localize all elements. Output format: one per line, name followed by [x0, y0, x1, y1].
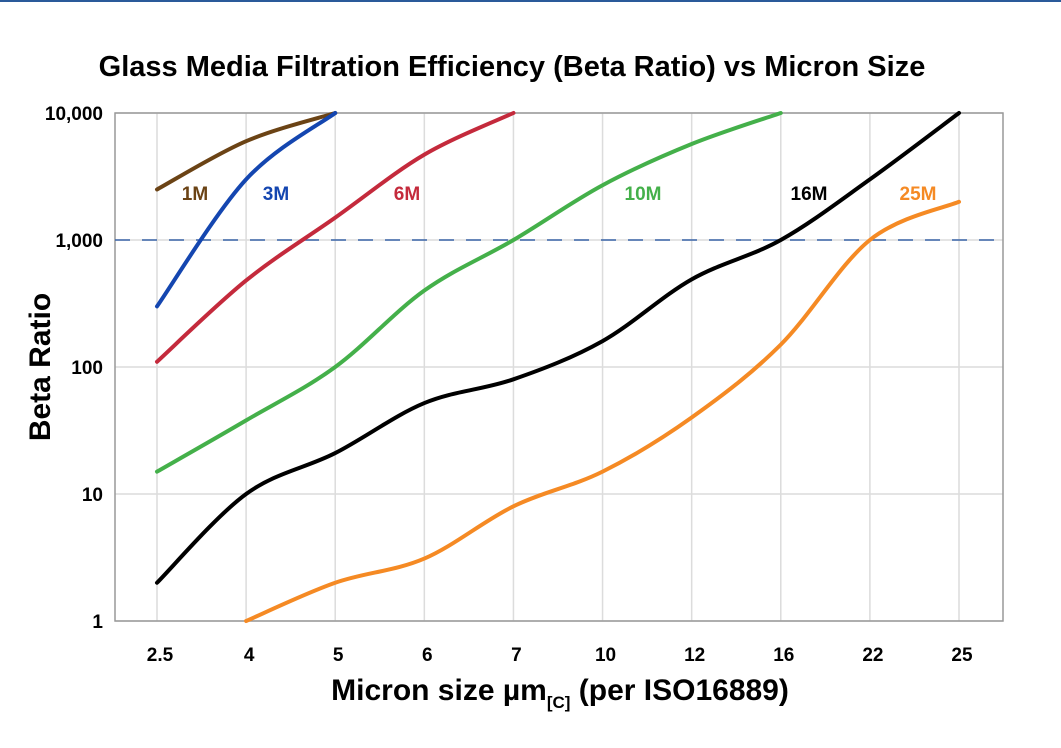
- series-label-10M: 10M: [625, 184, 662, 205]
- x-tick-label: 16: [773, 645, 794, 666]
- x-axis-label: Micron size µm[C] (per ISO16889): [331, 674, 789, 712]
- series-line-25M: [244, 199, 961, 623]
- series-label-16M: 16M: [791, 184, 828, 205]
- series-line-10M: [155, 111, 783, 474]
- x-tick-label: 2.5: [147, 645, 174, 666]
- x-tick-label: 4: [244, 645, 255, 666]
- x-tick-label: 22: [862, 645, 883, 666]
- x-axis-label-main: Micron size µm: [331, 674, 547, 707]
- x-tick-label: 6: [422, 645, 433, 666]
- series-line-1M: [155, 111, 338, 192]
- series-label-6M: 6M: [394, 184, 420, 205]
- y-axis-label: Beta Ratio: [24, 293, 57, 441]
- series-label-3M: 3M: [263, 184, 289, 205]
- x-tick-label: 12: [684, 645, 705, 666]
- chart-title: Glass Media Filtration Efficiency (Beta …: [99, 51, 926, 83]
- series-line-16M: [155, 111, 961, 585]
- x-axis-label-sub: [C]: [547, 693, 571, 712]
- top-border: [0, 0, 1061, 2]
- series-line-3M: [155, 111, 338, 309]
- plot-frame: [114, 112, 1004, 622]
- y-tick-label: 1,000: [55, 231, 103, 252]
- y-tick-label: 10,000: [45, 104, 103, 125]
- x-tick-label: 10: [595, 645, 616, 666]
- x-tick-label: 25: [951, 645, 973, 666]
- series-line-6M: [155, 111, 516, 364]
- y-tick-label: 10: [82, 485, 103, 506]
- y-tick-label: 1: [92, 612, 103, 633]
- series-label-1M: 1M: [182, 184, 208, 205]
- x-tick-label: 5: [333, 645, 344, 666]
- x-axis-label-suffix: (per ISO16889): [570, 674, 788, 707]
- y-tick-label: 100: [71, 358, 103, 379]
- series-label-25M: 25M: [900, 184, 937, 205]
- x-tick-label: 7: [511, 645, 522, 666]
